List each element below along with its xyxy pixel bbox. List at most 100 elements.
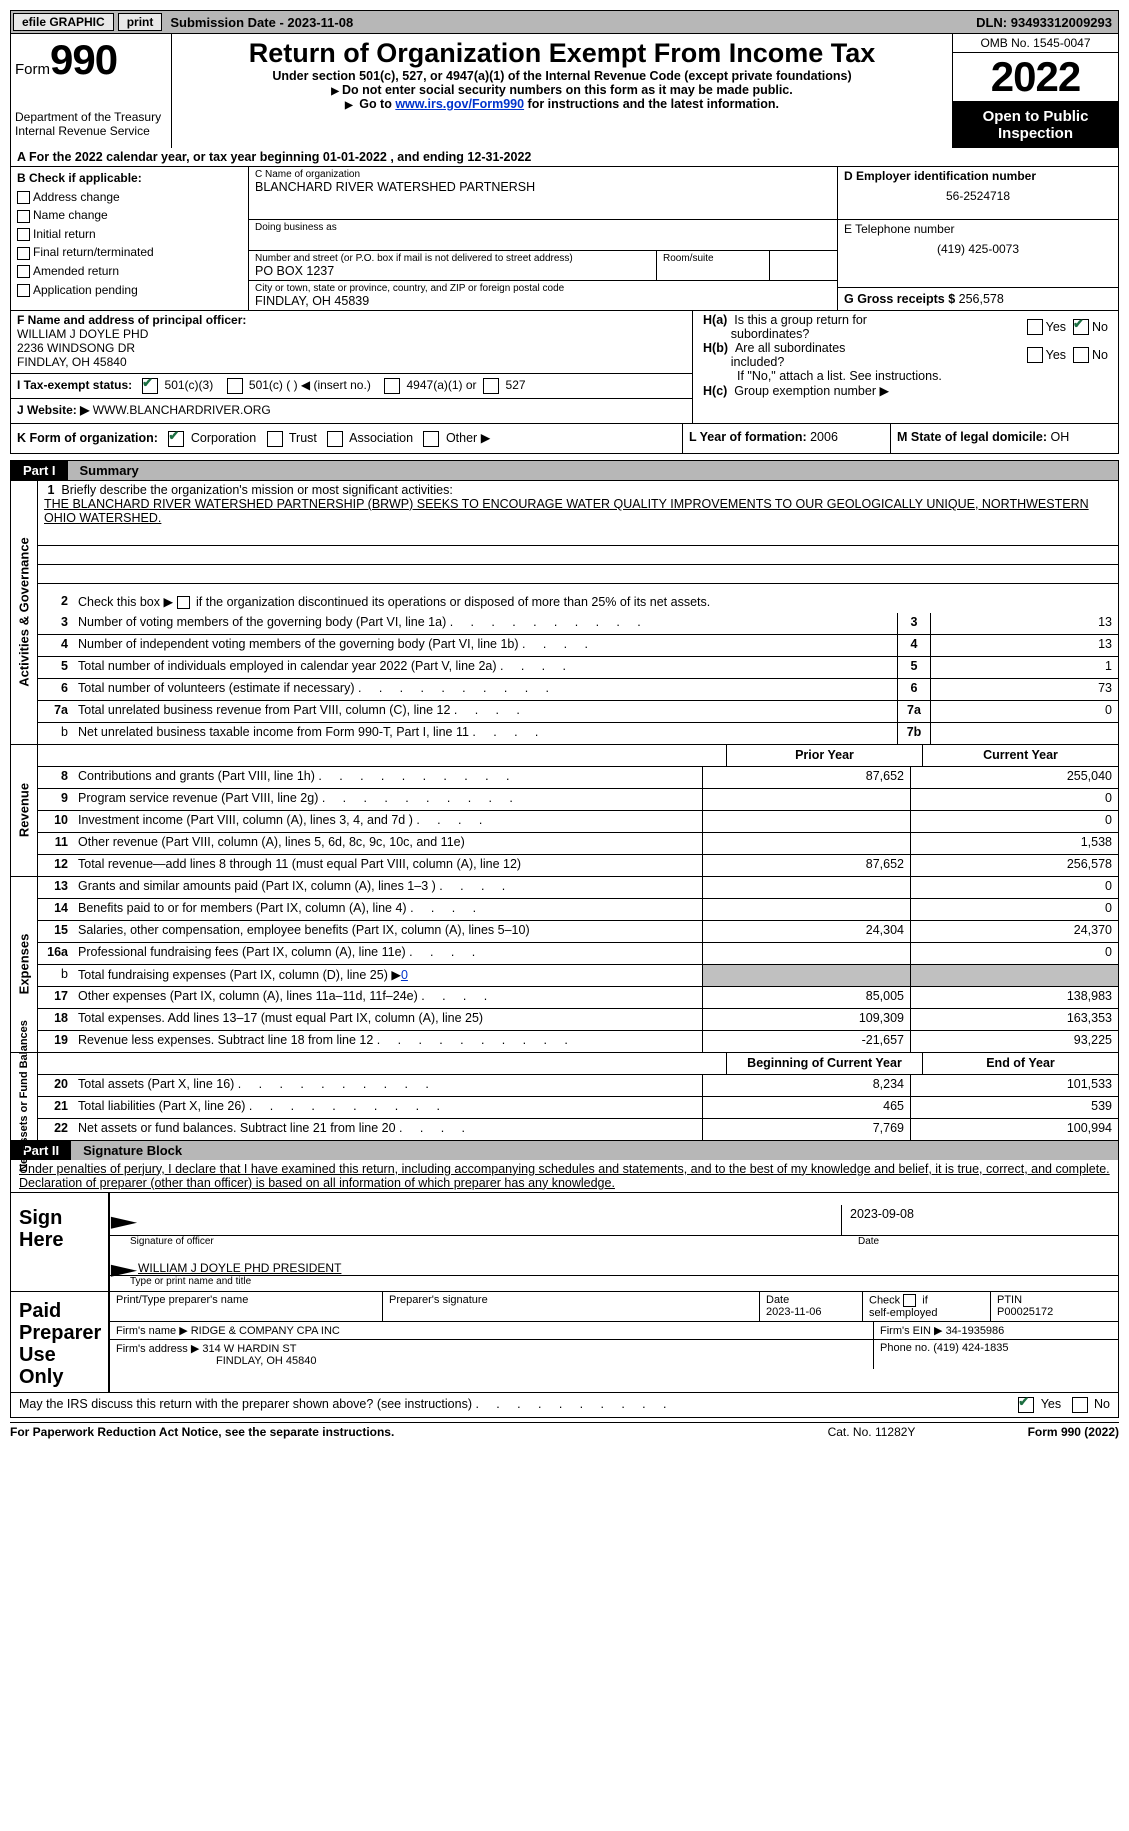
line-11: Other revenue (Part VIII, column (A), li…: [74, 833, 702, 854]
top-bar: efile GRAPHIC print Submission Date - 20…: [10, 10, 1119, 34]
ha-label: H(a) Is this a group return for subordin…: [703, 313, 1027, 341]
line-2: Check this box ▶ if the organization dis…: [74, 592, 1118, 613]
irs-discuss-question: May the IRS discuss this return with the…: [10, 1393, 1119, 1418]
part-ii-header: Part II Signature Block: [10, 1141, 1119, 1160]
line-6: Total number of volunteers (estimate if …: [74, 679, 897, 700]
paid-preparer-label: Paid Preparer Use Only: [11, 1292, 108, 1392]
form-subtitle-2: Do not enter social security numbers on …: [178, 83, 946, 97]
org-name-label: C Name of organization: [255, 169, 831, 180]
irs-label: Internal Revenue Service: [15, 124, 165, 138]
sig-date-label: Date: [858, 1236, 1118, 1247]
print-button[interactable]: print: [118, 13, 163, 31]
discontinued-checkbox[interactable]: [177, 596, 190, 609]
firm-ein: 34-1935986: [946, 1325, 1005, 1337]
irs-link[interactable]: www.irs.gov/Form990: [395, 97, 524, 111]
page-footer: For Paperwork Reduction Act Notice, see …: [10, 1422, 1119, 1439]
prior-year-hdr: Prior Year: [726, 745, 922, 766]
form-number: 990: [50, 36, 117, 83]
ha-yes-checkbox[interactable]: [1027, 319, 1043, 335]
form-title: Return of Organization Exempt From Incom…: [178, 38, 946, 69]
line-21: Total liabilities (Part X, line 26): [74, 1097, 702, 1118]
firm-addr1: 314 W HARDIN ST: [202, 1343, 296, 1355]
form-word: Form: [15, 61, 50, 78]
form-footer: Form 990 (2022): [1028, 1425, 1119, 1439]
tax-year: 2022: [953, 53, 1118, 102]
revenue-vlabel: Revenue: [17, 783, 32, 837]
line-13: Grants and similar amounts paid (Part IX…: [74, 877, 702, 898]
row-k: K Form of organization: Corporation Trus…: [10, 424, 1119, 454]
amended-return-checkbox[interactable]: [17, 265, 30, 278]
type-name-label: Type or print name and title: [110, 1276, 1118, 1291]
dept-treasury: Department of the Treasury: [15, 110, 165, 124]
val-4: 13: [930, 635, 1118, 656]
line-4: Number of independent voting members of …: [74, 635, 897, 656]
irs-yes-checkbox[interactable]: [1018, 1397, 1034, 1413]
line-16b: Total fundraising expenses (Part IX, col…: [74, 965, 702, 986]
4947-checkbox[interactable]: [384, 378, 400, 394]
net-assets-table: Net Assets or Fund Balances Beginning of…: [10, 1053, 1119, 1141]
assoc-checkbox[interactable]: [327, 431, 343, 447]
current-year-hdr: Current Year: [922, 745, 1118, 766]
officer-addr2: FINDLAY, OH 45840: [17, 355, 127, 369]
hb-no-checkbox[interactable]: [1073, 347, 1089, 363]
other-checkbox[interactable]: [423, 431, 439, 447]
line-8: Contributions and grants (Part VIII, lin…: [74, 767, 702, 788]
officer-sig-date: 2023-09-08: [841, 1205, 1118, 1235]
cat-no: Cat. No. 11282Y: [828, 1425, 1028, 1439]
val-5: 1: [930, 657, 1118, 678]
expenses-table: Expenses 13Grants and similar amounts pa…: [10, 877, 1119, 1053]
line-18: Total expenses. Add lines 13–17 (must eq…: [74, 1009, 702, 1030]
val-6: 73: [930, 679, 1118, 700]
preparer-date: 2023-11-06: [766, 1306, 821, 1318]
beginning-year-hdr: Beginning of Current Year: [726, 1053, 922, 1074]
501c-checkbox[interactable]: [227, 378, 243, 394]
website-label: J Website: ▶: [17, 403, 89, 417]
activities-vlabel: Activities & Governance: [17, 537, 32, 687]
dln: DLN: 93493312009293: [976, 15, 1112, 30]
state-domicile: OH: [1051, 430, 1070, 444]
ha-no-checkbox[interactable]: [1073, 319, 1089, 335]
mission-label: Briefly describe the organization's miss…: [61, 483, 452, 497]
net-assets-vlabel: Net Assets or Fund Balances: [18, 1020, 30, 1172]
application-pending-checkbox[interactable]: [17, 284, 30, 297]
name-change-checkbox[interactable]: [17, 210, 30, 223]
ptin-value: P00025172: [997, 1306, 1053, 1318]
ein-label: D Employer identification number: [844, 169, 1036, 183]
527-checkbox[interactable]: [483, 378, 499, 394]
self-employed-checkbox[interactable]: [903, 1294, 916, 1307]
telephone-label: E Telephone number: [844, 222, 955, 236]
final-return-checkbox[interactable]: [17, 247, 30, 260]
line-7a: Total unrelated business revenue from Pa…: [74, 701, 897, 722]
website-value: WWW.BLANCHARDRIVER.ORG: [89, 403, 270, 417]
pra-notice: For Paperwork Reduction Act Notice, see …: [10, 1425, 828, 1439]
entity-section: B Check if applicable: Address change Na…: [10, 167, 1119, 311]
firm-name: RIDGE & COMPANY CPA INC: [191, 1325, 340, 1337]
city-state-zip: FINDLAY, OH 45839: [255, 294, 831, 308]
line-20: Total assets (Part X, line 16): [74, 1075, 702, 1096]
form-subtitle-3: Go to www.irs.gov/Form990 for instructio…: [178, 97, 946, 111]
address-change-checkbox[interactable]: [17, 191, 30, 204]
street-label: Number and street (or P.O. box if mail i…: [255, 253, 650, 264]
line-19: Revenue less expenses. Subtract line 18 …: [74, 1031, 702, 1052]
initial-return-checkbox[interactable]: [17, 228, 30, 241]
line-3: Number of voting members of the governin…: [74, 613, 897, 634]
expenses-vlabel: Expenses: [17, 934, 32, 995]
caret-icon: ▸: [111, 1207, 138, 1237]
hb-yes-checkbox[interactable]: [1027, 347, 1043, 363]
gross-receipts-label: G Gross receipts $: [844, 292, 959, 306]
val-3: 13: [930, 613, 1118, 634]
corp-checkbox[interactable]: [168, 431, 184, 447]
firm-phone: (419) 424-1835: [933, 1342, 1008, 1354]
officer-group-section: F Name and address of principal officer:…: [10, 311, 1119, 424]
trust-checkbox[interactable]: [267, 431, 283, 447]
officer-name: WILLIAM J DOYLE PHD: [17, 327, 148, 341]
501c3-checkbox[interactable]: [142, 378, 158, 394]
city-label: City or town, state or province, country…: [255, 283, 831, 294]
line-10: Investment income (Part VIII, column (A)…: [74, 811, 702, 832]
line-7b: Net unrelated business taxable income fr…: [74, 723, 897, 744]
part-i-header: Part I Summary: [10, 460, 1119, 480]
officer-label: F Name and address of principal officer:: [17, 313, 246, 327]
dba-label: Doing business as: [255, 222, 831, 233]
room-label: Room/suite: [663, 253, 763, 264]
irs-no-checkbox[interactable]: [1072, 1397, 1088, 1413]
